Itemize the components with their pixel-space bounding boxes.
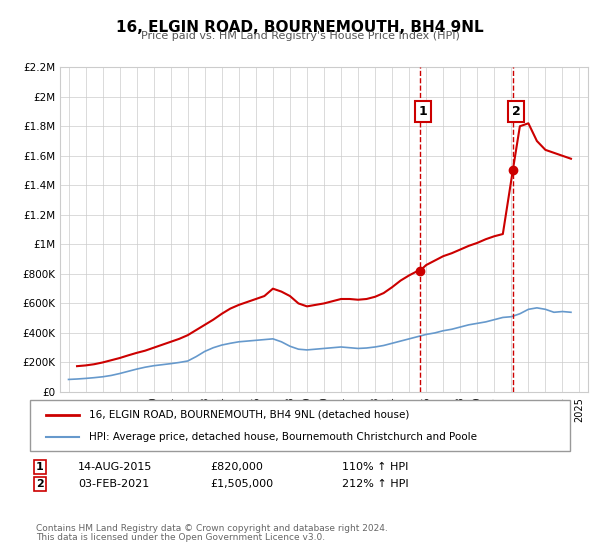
Text: 110% ↑ HPI: 110% ↑ HPI xyxy=(342,462,409,472)
Text: This data is licensed under the Open Government Licence v3.0.: This data is licensed under the Open Gov… xyxy=(36,533,325,542)
Text: Price paid vs. HM Land Registry's House Price Index (HPI): Price paid vs. HM Land Registry's House … xyxy=(140,31,460,41)
Text: £1,505,000: £1,505,000 xyxy=(210,479,273,489)
Text: 212% ↑ HPI: 212% ↑ HPI xyxy=(342,479,409,489)
Text: 14-AUG-2015: 14-AUG-2015 xyxy=(78,462,152,472)
Text: 2: 2 xyxy=(36,479,44,489)
FancyBboxPatch shape xyxy=(30,400,570,451)
Text: HPI: Average price, detached house, Bournemouth Christchurch and Poole: HPI: Average price, detached house, Bour… xyxy=(89,432,478,442)
Text: 16, ELGIN ROAD, BOURNEMOUTH, BH4 9NL: 16, ELGIN ROAD, BOURNEMOUTH, BH4 9NL xyxy=(116,20,484,35)
Text: 2: 2 xyxy=(512,105,521,118)
Text: 16, ELGIN ROAD, BOURNEMOUTH, BH4 9NL (detached house): 16, ELGIN ROAD, BOURNEMOUTH, BH4 9NL (de… xyxy=(89,409,410,419)
Text: 03-FEB-2021: 03-FEB-2021 xyxy=(78,479,149,489)
Text: Contains HM Land Registry data © Crown copyright and database right 2024.: Contains HM Land Registry data © Crown c… xyxy=(36,524,388,533)
Text: 1: 1 xyxy=(419,105,428,118)
Text: 1: 1 xyxy=(36,462,44,472)
Text: £820,000: £820,000 xyxy=(210,462,263,472)
